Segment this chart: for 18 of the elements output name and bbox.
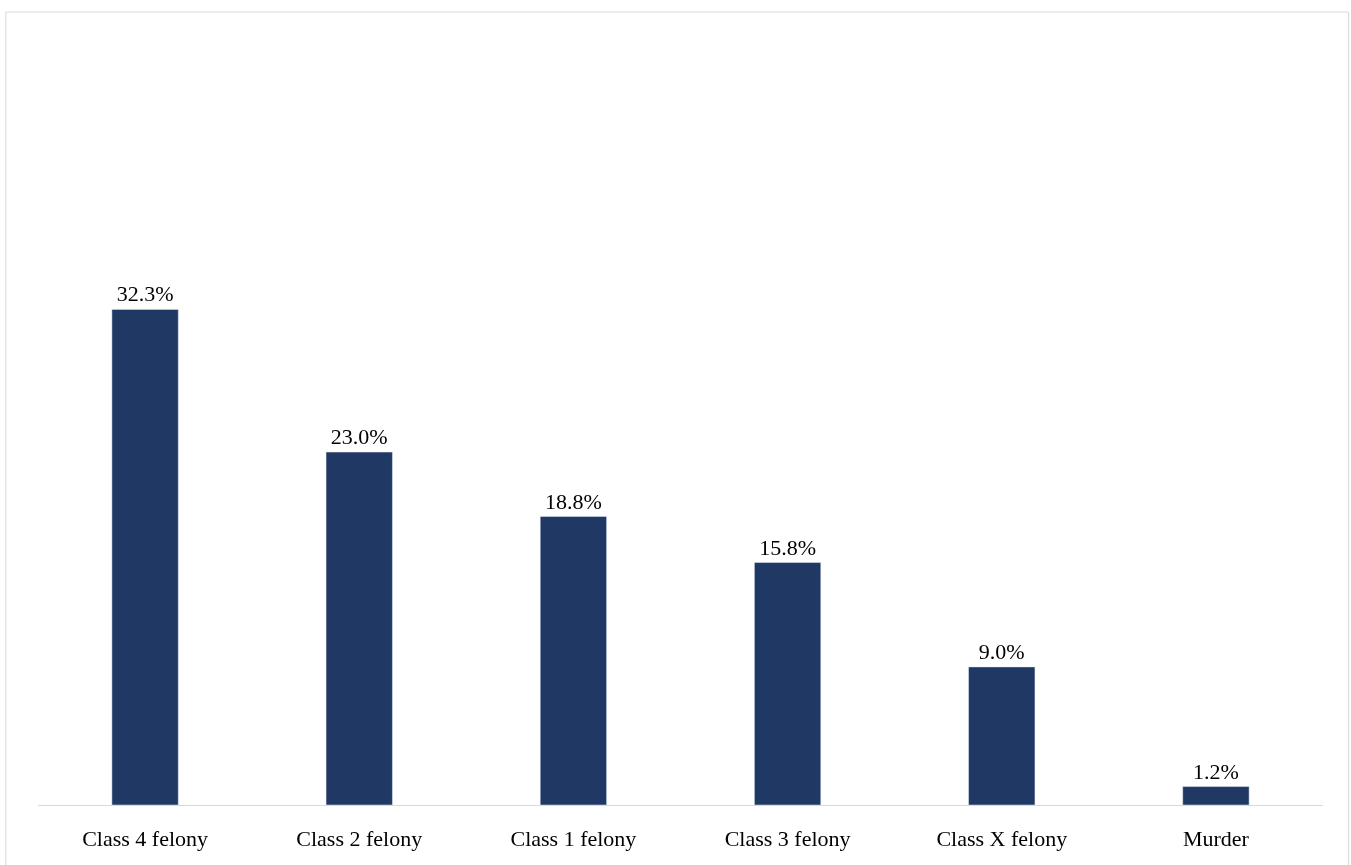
data-label: 9.0% [978,638,1025,664]
x-tick-label: Class 3 felony [724,826,851,852]
x-tick-label: Class X felony [936,826,1068,852]
bar [968,666,1036,805]
bar [539,516,607,805]
data-label: 1.2% [1193,758,1239,784]
data-label: 18.8% [545,488,602,514]
x-tick-label: Class 4 felony [82,826,209,852]
x-tick-label: Murder [1182,826,1250,852]
x-tick-label: Class 1 felony [510,826,637,852]
data-label: 23.0% [330,424,388,450]
bar [754,562,822,805]
data-label: 15.8% [759,534,816,560]
bar [111,309,179,805]
x-tick-label: Class 2 felony [296,826,423,852]
bar [325,451,393,805]
bar [1182,786,1250,805]
data-label: 32.3% [116,281,174,307]
